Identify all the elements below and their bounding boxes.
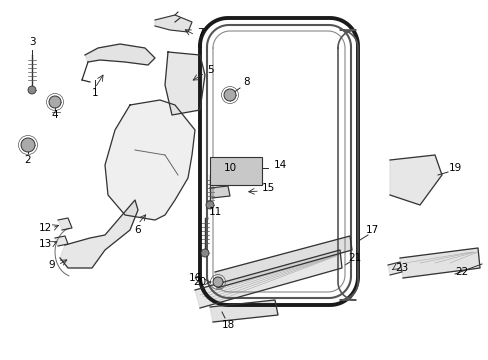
Text: 16: 16 [188,273,201,283]
Text: 6: 6 [134,225,141,235]
Text: 10: 10 [223,163,236,173]
Text: 2: 2 [24,155,31,165]
Polygon shape [215,236,351,288]
Polygon shape [209,186,229,198]
Polygon shape [399,248,479,278]
Text: 8: 8 [243,77,250,87]
Text: 18: 18 [221,320,234,330]
Polygon shape [209,300,278,322]
Text: 19: 19 [447,163,461,173]
Polygon shape [155,15,192,32]
Text: 5: 5 [206,65,213,75]
Text: 21: 21 [347,253,361,263]
Polygon shape [195,250,341,308]
Polygon shape [164,52,204,115]
Text: 11: 11 [208,207,221,217]
Circle shape [201,249,208,257]
Polygon shape [105,100,195,220]
Circle shape [21,138,35,152]
Polygon shape [85,44,155,65]
Polygon shape [60,200,138,268]
Polygon shape [389,155,441,205]
Text: 7: 7 [196,28,203,38]
Circle shape [28,86,36,94]
Text: 1: 1 [92,88,98,98]
Text: 17: 17 [365,225,378,235]
Text: 12: 12 [38,223,52,233]
Polygon shape [387,262,401,275]
Text: 14: 14 [273,160,286,170]
Text: 4: 4 [52,110,58,120]
Text: 9: 9 [49,260,55,270]
Text: 13: 13 [38,239,52,249]
Text: 3: 3 [29,37,35,47]
Text: 23: 23 [395,263,408,273]
Polygon shape [58,218,72,230]
Polygon shape [55,236,68,246]
Circle shape [49,96,61,108]
Circle shape [205,201,214,209]
Bar [209,157,262,185]
Text: 22: 22 [454,267,468,277]
Circle shape [213,277,223,287]
Text: 15: 15 [261,183,274,193]
Circle shape [224,89,236,101]
Text: 20: 20 [193,277,206,287]
